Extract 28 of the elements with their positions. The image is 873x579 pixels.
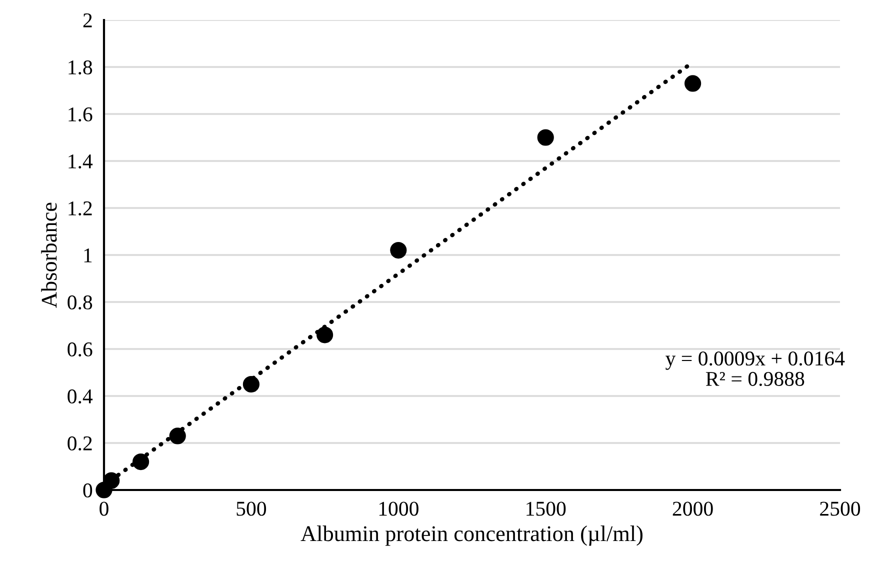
y-tick-label: 0 bbox=[83, 483, 92, 498]
point bbox=[242, 376, 260, 393]
y-tick-label: 1.8 bbox=[68, 60, 92, 75]
point bbox=[684, 75, 702, 92]
x-tick-label: 2000 bbox=[672, 502, 713, 516]
y-tick-label: 0.2 bbox=[68, 436, 92, 451]
point bbox=[103, 472, 120, 489]
y-tick-label: 1.6 bbox=[68, 107, 92, 122]
y-tick-label: 1.2 bbox=[68, 201, 92, 216]
y-tick-label: 0.8 bbox=[68, 295, 92, 310]
y-tick-label: 0.4 bbox=[68, 389, 93, 404]
point bbox=[390, 242, 407, 259]
point bbox=[132, 454, 150, 470]
y-axis-title: Absorbance bbox=[41, 202, 57, 308]
point bbox=[316, 326, 334, 344]
x-tick-label: 1500 bbox=[526, 502, 566, 516]
y-tick-label: 1 bbox=[84, 248, 92, 262]
annotation: y = 0.0009x + 0.0164 R² = 0.9888 bbox=[666, 351, 845, 386]
x-axis-title: Albumin protein concentration (µl/ml) bbox=[300, 526, 643, 546]
x-tick-label: 500 bbox=[236, 502, 266, 516]
y-tick-label: 2 bbox=[83, 13, 92, 28]
y-tick-label: 1.4 bbox=[68, 154, 93, 169]
point bbox=[537, 129, 554, 146]
y-tick-label: 0.6 bbox=[68, 342, 92, 357]
x-tick-label: 1000 bbox=[379, 502, 418, 516]
x-tick-label: 2500 bbox=[820, 502, 860, 516]
point bbox=[169, 428, 186, 444]
x-tick-label: 0 bbox=[100, 502, 108, 516]
